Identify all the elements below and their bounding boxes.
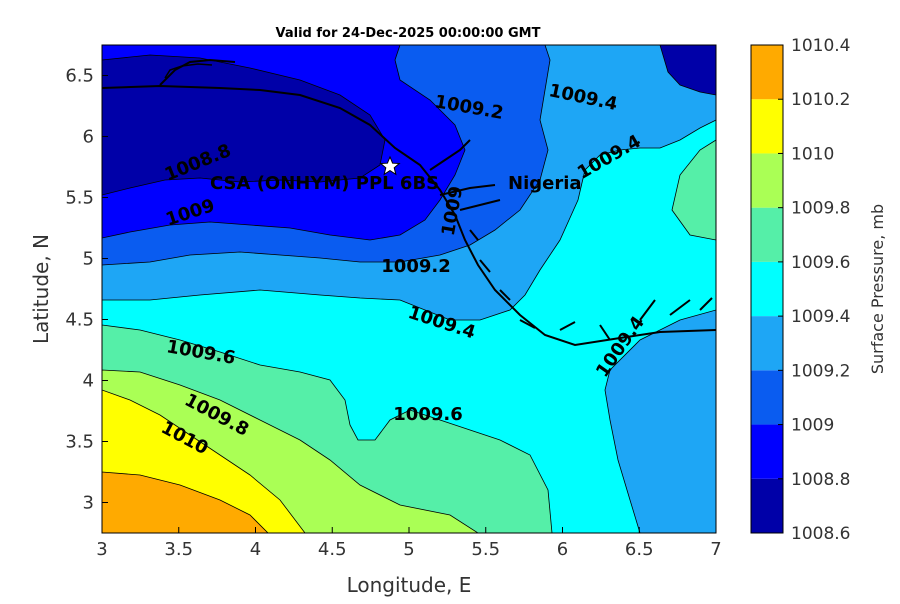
y-tick-label: 5 <box>83 249 94 270</box>
y-tick-label: 3.5 <box>65 432 94 453</box>
colorbar-segment <box>751 99 783 154</box>
x-tick-label: 3 <box>96 539 107 560</box>
colorbar-tick-label: 1008.6 <box>791 524 850 544</box>
delta-creeks <box>159 58 713 341</box>
colorbar-segment <box>751 424 783 479</box>
colorbar-tick-label: 1010.2 <box>791 90 850 110</box>
colorbar-tick-label: 1009 <box>791 416 834 436</box>
contour-band-1008-6 <box>102 54 386 196</box>
colorbar-tick-label: 1009.6 <box>791 253 850 273</box>
x-tick-label: 7 <box>710 539 721 560</box>
contour-band-1010-2 <box>102 471 269 533</box>
country-label: Nigeria <box>508 173 582 194</box>
contour-field <box>102 45 716 533</box>
contour-label: 1009.6 <box>393 404 462 425</box>
site-marker <box>379 155 401 176</box>
contour-band-ne-low <box>659 45 716 96</box>
colorbar-tick-label: 1010.4 <box>791 36 850 56</box>
colorbar-segment <box>751 261 783 317</box>
x-tick-label: 5.5 <box>471 539 500 560</box>
colorbar-tick-label: 1009.2 <box>791 361 850 381</box>
colorbar-tick-label: 1009.8 <box>791 199 850 219</box>
colorbar-label: Surface Pressure, mb <box>868 204 887 374</box>
star-icon <box>379 155 401 176</box>
x-axis-label: Longitude, E <box>347 573 472 597</box>
colorbar-segment <box>751 153 783 208</box>
coastline-segment <box>164 63 213 79</box>
colorbar-segment <box>751 316 783 371</box>
y-tick-label: 3 <box>83 493 94 514</box>
site-label: CSA (ONHYM) PPL 6BS <box>210 173 439 194</box>
contour-band-1009-6-east <box>671 139 716 241</box>
colorbar-frame <box>750 44 784 534</box>
colorbar-tick-label: 1010 <box>791 144 834 164</box>
y-axis-label: Latitude, N <box>29 234 53 344</box>
colorbar-tick-label: 1008.8 <box>791 470 850 490</box>
x-tick-label: 6.5 <box>625 539 654 560</box>
x-tick-label: 5 <box>403 539 414 560</box>
y-tick-label: 6 <box>83 127 94 148</box>
colorbar: 1008.6 1008.8 1009 1009.2 1009.4 1009.6 1009.8… <box>750 36 850 544</box>
y-tick-label: 6.5 <box>65 66 94 87</box>
x-tick-label: 4 <box>250 539 261 560</box>
colorbar-segment <box>751 478 783 533</box>
colorbar-segment <box>751 207 783 262</box>
x-tick-label: 6 <box>557 539 568 560</box>
y-tick-label: 4.5 <box>65 310 94 331</box>
coastline <box>102 84 716 347</box>
x-tick-label: 4.5 <box>318 539 347 560</box>
y-axis: 3 3.5 4 4.5 5 5.5 6 6.5 <box>65 66 108 514</box>
colorbar-segment <box>751 45 783 100</box>
colorbar-tick-label: 1009.4 <box>791 307 850 327</box>
map-title: Valid for 24-Dec-2025 00:00:00 GMT <box>276 26 541 41</box>
x-tick-label: 3.5 <box>164 539 193 560</box>
y-tick-label: 4 <box>83 371 94 392</box>
y-tick-label: 5.5 <box>65 188 94 209</box>
colorbar-segment <box>751 370 783 425</box>
x-axis: 3 3.5 4 4.5 5 5.5 6 6.5 7 <box>96 527 722 560</box>
contour-label: 1009.2 <box>381 256 450 277</box>
